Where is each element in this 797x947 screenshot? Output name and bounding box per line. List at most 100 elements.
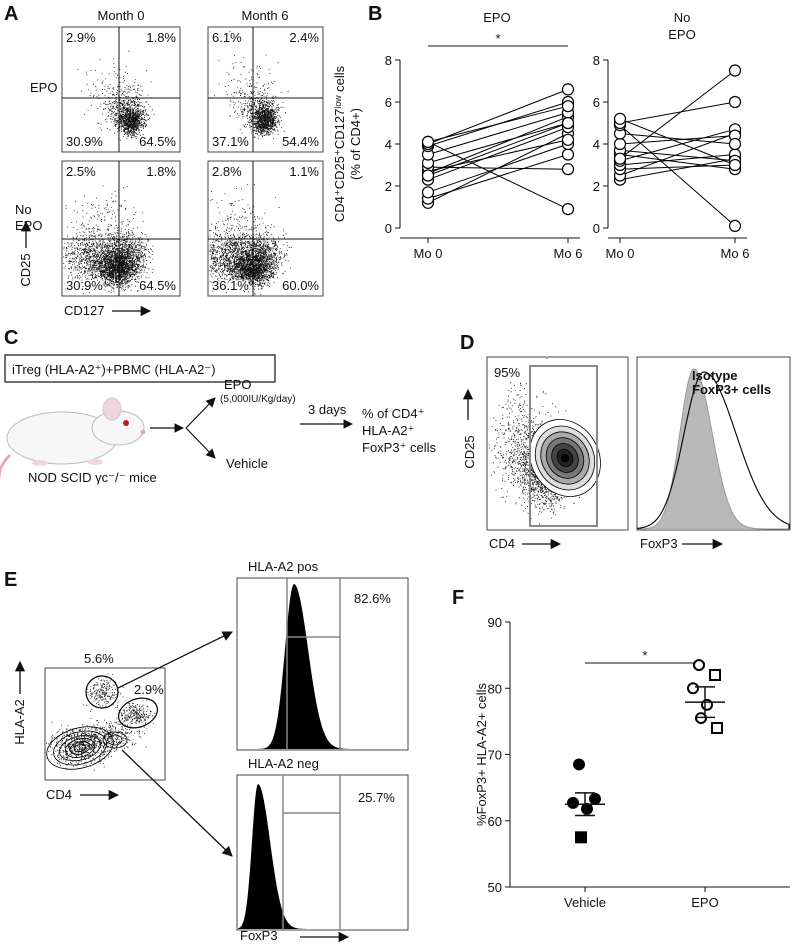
point [701, 698, 713, 711]
x-tick-label: EPO [691, 895, 718, 910]
quadrant-value: 1.8% [146, 30, 176, 45]
y-tick-label: 0 [385, 221, 392, 236]
event-dots [46, 673, 156, 771]
point [561, 163, 575, 176]
significance-star: * [495, 31, 500, 46]
y-tick-label: 8 [593, 53, 600, 68]
x-tick-label: Mo 0 [606, 246, 635, 261]
point [573, 758, 585, 771]
pair-line [619, 128, 736, 162]
point [421, 135, 435, 148]
axis-label: CD127 [64, 303, 104, 318]
control: Vehicle [226, 456, 268, 471]
column-title: Month 6 [242, 8, 289, 23]
point [728, 219, 742, 232]
quadrant-value: 60.0% [282, 278, 319, 293]
point [711, 722, 723, 734]
line [121, 749, 233, 857]
y-tick-label: 6 [593, 95, 600, 110]
y-tick-label: 4 [593, 137, 600, 152]
event-dots [488, 358, 585, 525]
quadrant-value: 64.5% [139, 278, 176, 293]
gate-value: 82.6% [354, 591, 391, 606]
plot-frame [61, 160, 181, 297]
quadrant-value: 2.5% [66, 164, 96, 179]
quadrant-value: 30.9% [66, 134, 103, 149]
event-dots [77, 37, 155, 142]
pair-line [427, 126, 569, 181]
point [613, 137, 627, 151]
pair-line [427, 88, 569, 145]
point [567, 796, 579, 809]
point [589, 792, 601, 805]
diagram-arrows [4, 354, 353, 459]
quadrant-value: 64.5% [139, 134, 176, 149]
contour [53, 730, 107, 766]
x-tick-label: Mo 0 [414, 246, 443, 261]
pair-line [619, 124, 736, 227]
y-tick-label: 2 [385, 179, 392, 194]
event-dots [209, 184, 292, 296]
y-tick-label: 4 [385, 137, 392, 152]
plot-frame [486, 356, 629, 531]
quadrant-value: 54.4% [282, 134, 319, 149]
axis-label: HLA-A2 [12, 699, 27, 745]
column-title: Month 0 [98, 8, 145, 23]
panel-label: C [4, 327, 18, 349]
plot-frame [236, 774, 409, 931]
plot-frame [207, 26, 324, 153]
gate [529, 365, 598, 527]
contour [69, 741, 91, 755]
histogram [238, 784, 407, 929]
point [709, 669, 721, 681]
point [728, 137, 742, 151]
pair-line [427, 122, 569, 176]
isotype-histogram [637, 368, 789, 530]
pair-line [427, 105, 569, 143]
duration: 3 days [308, 402, 347, 417]
plot-frame [236, 577, 409, 751]
pair-line [619, 118, 736, 166]
point [687, 682, 699, 695]
y-axis-label: %FoxP3+ HLA-A2+ cells [474, 682, 489, 826]
readout: HLA-A2⁺ [362, 423, 414, 438]
x-tick-label: Mo 6 [554, 246, 583, 261]
point [561, 83, 575, 96]
point [613, 112, 627, 125]
histogram-title: HLA-A2 pos [248, 559, 319, 574]
point [728, 95, 742, 109]
contour [46, 726, 114, 770]
point [561, 133, 575, 146]
panel-label: E [4, 569, 17, 591]
point [561, 116, 575, 130]
pair-line [427, 141, 569, 210]
pair-line [619, 154, 736, 170]
pair-line [619, 135, 736, 145]
axis-label: CD25 [462, 435, 477, 468]
box-text: iTreg (HLA-A2⁺)+PBMC (HLA-A2⁻) [12, 362, 216, 377]
treatment: EPO [224, 377, 251, 392]
point [421, 169, 435, 182]
y-tick-label: 60 [488, 814, 502, 829]
gate [118, 697, 158, 729]
y-tick-label: 0 [593, 221, 600, 236]
legend-entry: Isotype [692, 368, 738, 383]
row-label: EPO [30, 80, 57, 95]
chart-title: No [674, 10, 691, 25]
y-tick-label: 50 [488, 880, 502, 895]
panel-label: F [452, 587, 464, 609]
y-axis-label: (% of CD4+) [348, 108, 363, 180]
row-label: EPO [15, 218, 42, 233]
gate-value: 5.6% [84, 651, 114, 666]
x-tick-label: Mo 6 [721, 246, 750, 261]
chart-title: EPO [668, 27, 695, 42]
pair-line [619, 70, 736, 160]
y-tick-label: 90 [488, 615, 502, 630]
point [728, 158, 742, 172]
x-tick-label: Vehicle [564, 895, 606, 910]
pair-line [427, 139, 569, 172]
plot-frame [207, 160, 324, 297]
plot-frame [44, 667, 166, 781]
